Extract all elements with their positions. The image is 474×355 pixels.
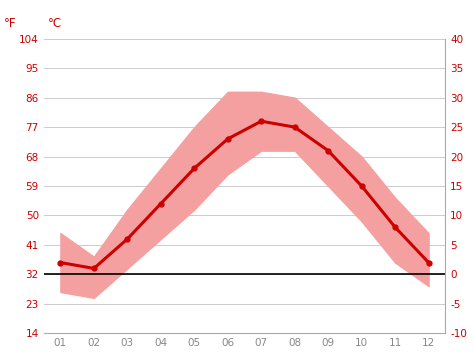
Text: °C: °C (48, 17, 62, 30)
Text: °F: °F (3, 17, 16, 30)
